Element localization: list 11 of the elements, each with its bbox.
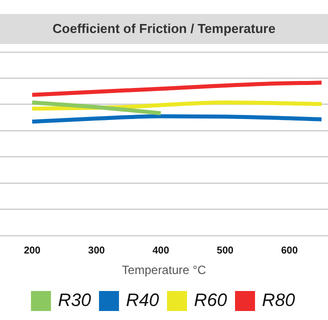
legend-label: R80 xyxy=(262,290,296,310)
legend-label: R30 xyxy=(58,290,91,310)
chart-title: Coefficient of Friction / Temperature xyxy=(0,14,328,44)
x-tick-label: 200 xyxy=(24,245,41,256)
x-tick-label: 300 xyxy=(88,245,106,256)
x-tick-label: 400 xyxy=(152,245,170,256)
legend-label: R40 xyxy=(126,290,160,310)
x-axis-title: Temperature °C xyxy=(122,263,206,278)
x-tick-label: 500 xyxy=(216,245,234,256)
x-tick-label: 600 xyxy=(281,245,298,256)
legend-label: R60 xyxy=(194,290,228,310)
